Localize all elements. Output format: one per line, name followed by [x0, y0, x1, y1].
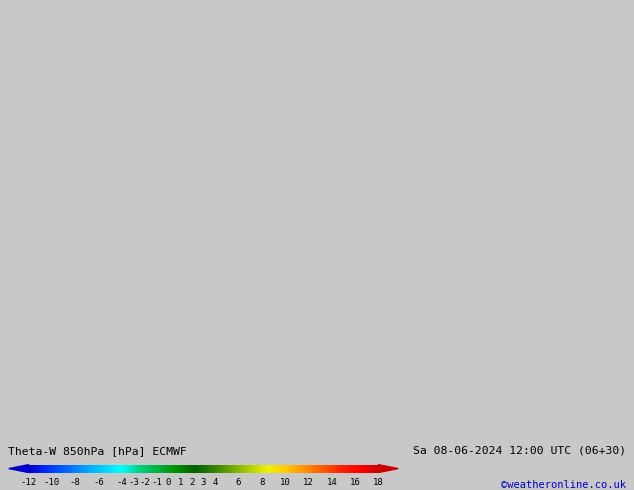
Text: 2: 2 [189, 478, 195, 488]
Text: Sa 08-06-2024 12:00 UTC (06+30): Sa 08-06-2024 12:00 UTC (06+30) [413, 446, 626, 456]
Text: -12: -12 [20, 478, 37, 488]
Text: -10: -10 [44, 478, 60, 488]
Polygon shape [378, 465, 398, 472]
Text: ©weatheronline.co.uk: ©weatheronline.co.uk [501, 480, 626, 490]
Text: 4: 4 [212, 478, 218, 488]
Text: 14: 14 [327, 478, 337, 488]
Text: 10: 10 [280, 478, 290, 488]
Text: -3: -3 [128, 478, 139, 488]
Polygon shape [9, 465, 29, 472]
Text: 18: 18 [373, 478, 384, 488]
Text: Theta-W 850hPa [hPa] ECMWF: Theta-W 850hPa [hPa] ECMWF [8, 446, 186, 456]
Text: 12: 12 [303, 478, 314, 488]
Text: -4: -4 [117, 478, 127, 488]
Text: 16: 16 [350, 478, 361, 488]
Text: 6: 6 [236, 478, 241, 488]
Text: -2: -2 [140, 478, 151, 488]
Text: 1: 1 [178, 478, 183, 488]
Text: 0: 0 [166, 478, 171, 488]
Text: -6: -6 [93, 478, 104, 488]
Text: -1: -1 [152, 478, 162, 488]
Text: 8: 8 [259, 478, 264, 488]
Text: 3: 3 [201, 478, 206, 488]
Text: -8: -8 [70, 478, 81, 488]
